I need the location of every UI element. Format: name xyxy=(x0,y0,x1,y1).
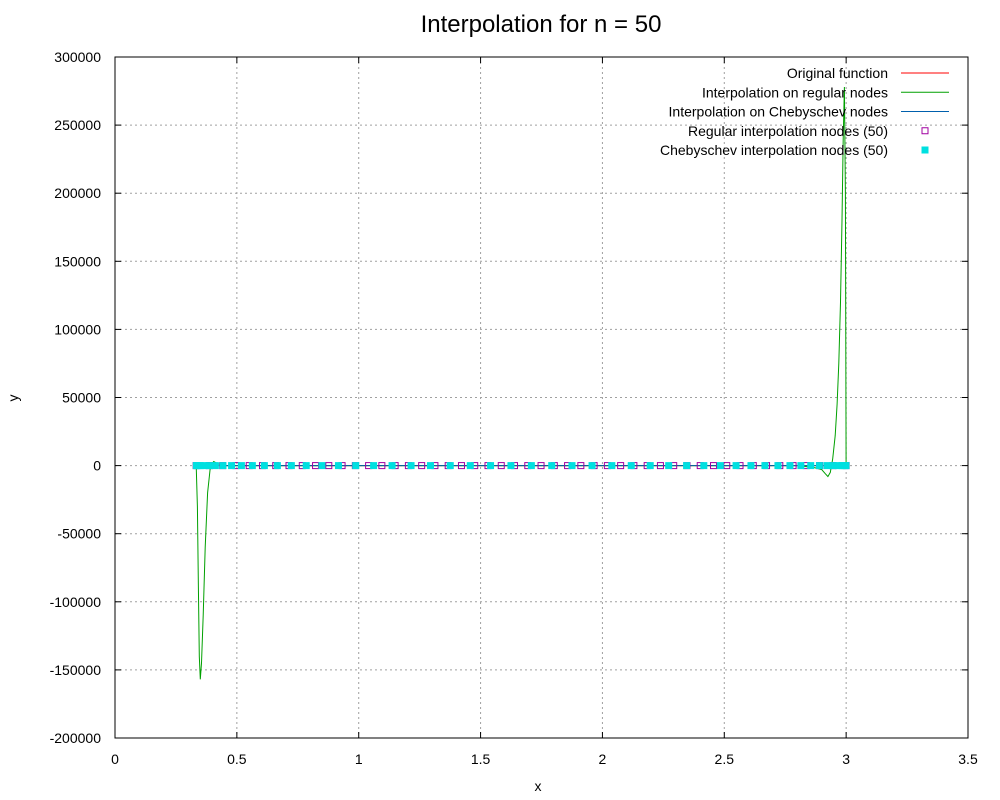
regular-node-point xyxy=(617,462,625,470)
chebyshev-node-point xyxy=(507,462,515,470)
x-tick-label: 1.5 xyxy=(471,751,491,767)
chart-title: Interpolation for n = 50 xyxy=(421,11,662,38)
y-tick-label: -100000 xyxy=(50,594,102,610)
legend-marker-sample xyxy=(921,146,929,154)
y-tick-label: 200000 xyxy=(54,185,101,201)
x-axis-ticks: 0 0.5 1 1.5 2 2.5 3 3.5 xyxy=(111,57,978,767)
chebyshev-node-point xyxy=(747,462,755,470)
y-axis-label: y xyxy=(5,395,21,402)
chebyshev-node-point xyxy=(260,462,268,470)
chebyshev-node-point xyxy=(248,462,256,470)
legend-label: Chebyschev interpolation nodes (50) xyxy=(660,142,888,158)
x-tick-label: 1 xyxy=(355,751,363,767)
chebyshev-node-point xyxy=(665,462,673,470)
series-layer xyxy=(192,86,850,680)
x-tick-label: 2 xyxy=(599,751,607,767)
series-line-1 xyxy=(195,86,847,680)
chebyshev-node-point xyxy=(426,462,434,470)
chebyshev-node-point xyxy=(786,462,794,470)
chebyshev-node-point xyxy=(388,462,396,470)
y-tick-label: -200000 xyxy=(50,730,102,746)
y-tick-label: 300000 xyxy=(54,49,101,65)
chebyshev-node-point xyxy=(627,462,635,470)
regular-node-point xyxy=(378,462,386,470)
x-tick-label: 0 xyxy=(111,751,119,767)
chebyshev-node-point xyxy=(683,462,691,470)
chebyshev-node-point xyxy=(807,462,815,470)
chebyshev-node-point xyxy=(527,462,535,470)
chebyshev-node-point xyxy=(646,462,654,470)
x-tick-label: 2.5 xyxy=(715,751,735,767)
y-axis-ticks: -200000 -150000 -100000 -50000 0 50000 100000 1… xyxy=(50,49,968,746)
legend: Original function Interpolation on regula… xyxy=(660,65,949,158)
legend-label: Interpolation on Chebyschev nodes xyxy=(669,104,888,120)
y-tick-label: 100000 xyxy=(54,321,101,337)
chebyshev-node-point xyxy=(716,462,724,470)
y-tick-label: 150000 xyxy=(54,253,101,269)
regular-node-point xyxy=(709,462,717,470)
chebyshev-node-point xyxy=(205,462,213,470)
x-tick-label: 0.5 xyxy=(227,751,247,767)
chebyshev-node-point xyxy=(200,462,208,470)
chebyshev-node-point xyxy=(732,462,740,470)
chebyshev-node-point xyxy=(370,462,378,470)
chebyshev-node-point xyxy=(608,462,616,470)
chebyshev-node-point xyxy=(487,462,495,470)
chebyshev-node-point xyxy=(219,462,227,470)
legend-label: Original function xyxy=(787,65,888,81)
chebyshev-node-point xyxy=(834,462,842,470)
chebyshev-node-point xyxy=(228,462,236,470)
legend-marker-sample xyxy=(921,127,929,135)
regular-node-point xyxy=(457,462,465,470)
chebyshev-node-point xyxy=(823,462,831,470)
chebyshev-node-point xyxy=(237,462,245,470)
x-tick-label: 3.5 xyxy=(958,751,978,767)
chebyshev-node-point xyxy=(548,462,556,470)
chebyshev-node-point xyxy=(797,462,805,470)
chebyshev-node-point xyxy=(302,462,310,470)
chebyshev-node-point xyxy=(446,462,454,470)
chebyshev-node-point xyxy=(318,462,326,470)
y-tick-label: 0 xyxy=(93,458,101,474)
x-tick-label: 3 xyxy=(842,751,850,767)
chebyshev-node-point xyxy=(700,462,708,470)
chebyshev-node-point xyxy=(466,462,474,470)
regular-node-point xyxy=(418,462,426,470)
legend-label: Interpolation on regular nodes xyxy=(702,84,888,100)
chebyshev-node-point xyxy=(815,462,823,470)
chebyshev-node-point xyxy=(842,462,850,470)
y-tick-label: -150000 xyxy=(50,662,102,678)
chebyshev-node-point xyxy=(196,462,204,470)
chebyshev-node-point xyxy=(761,462,769,470)
regular-node-point xyxy=(577,462,585,470)
regular-node-point xyxy=(537,462,545,470)
chebyshev-node-point xyxy=(774,462,782,470)
chebyshev-node-point xyxy=(588,462,596,470)
y-tick-label: 250000 xyxy=(54,117,101,133)
chebyshev-node-point xyxy=(352,462,360,470)
grid-lines xyxy=(115,57,968,738)
y-tick-label: 50000 xyxy=(62,390,101,406)
regular-node-point xyxy=(656,462,664,470)
chebyshev-node-point xyxy=(211,462,219,470)
legend-label: Regular interpolation nodes (50) xyxy=(688,123,888,139)
x-axis-label: x xyxy=(535,778,542,794)
chebyshev-node-point xyxy=(568,462,576,470)
regular-node-point xyxy=(497,462,505,470)
chebyshev-node-point xyxy=(334,462,342,470)
chebyshev-node-point xyxy=(273,462,281,470)
y-tick-label: -50000 xyxy=(57,526,101,542)
chebyshev-node-point xyxy=(287,462,295,470)
regular-node-point xyxy=(325,462,333,470)
chebyshev-node-point xyxy=(407,462,415,470)
chebyshev-node-point xyxy=(829,462,837,470)
